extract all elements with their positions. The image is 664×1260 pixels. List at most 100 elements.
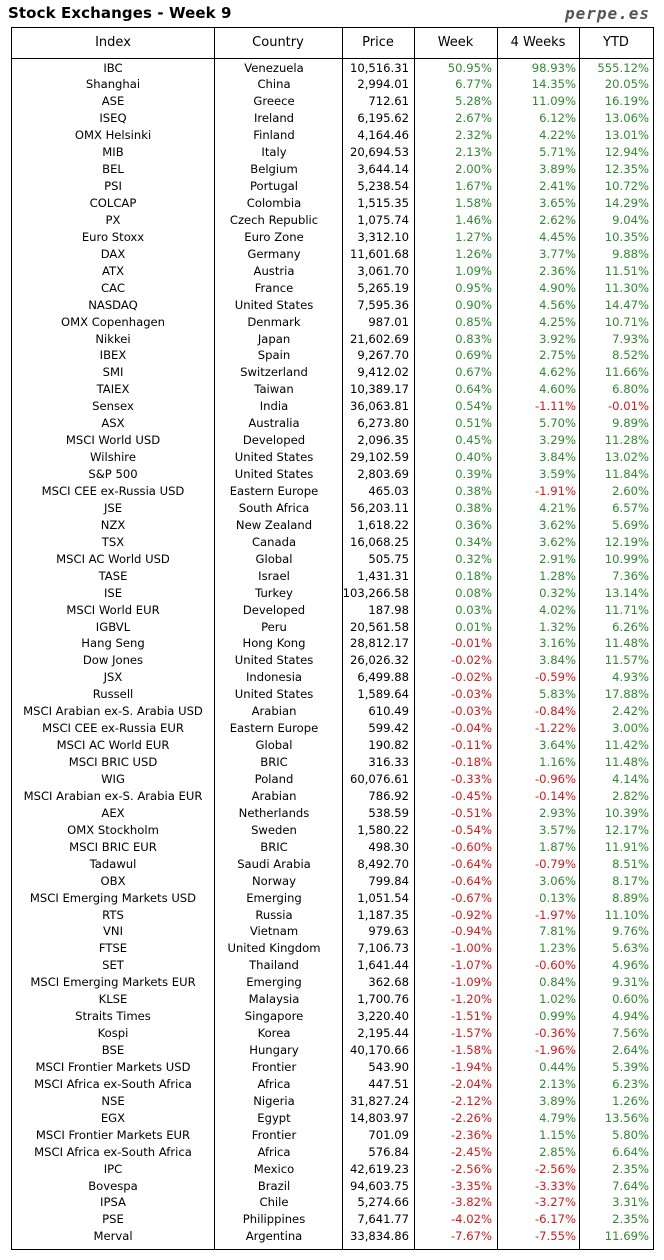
- price-cell: 1,051.54: [357, 890, 409, 905]
- index-cell: CAC: [101, 280, 125, 295]
- 4weeks-cell: 0.13%: [539, 890, 576, 905]
- price-cell: 3,220.40: [357, 1009, 409, 1024]
- price-cell: 1,618.22: [357, 517, 409, 532]
- ytd-cell: 7.64%: [612, 1178, 649, 1193]
- country-cell: Peru: [261, 619, 287, 634]
- table-row: S&P 500 United States 2,803.69 0.39% 3.59% 11…: [12, 466, 653, 483]
- table-row: TSX Canada 16,068.25 0.34% 3.62% 12.19%: [12, 534, 653, 551]
- col-header-week: Week: [437, 35, 474, 50]
- index-cell: IBC: [103, 60, 123, 75]
- week-cell: 2.00%: [455, 162, 492, 177]
- price-cell: 1,075.74: [357, 212, 409, 227]
- country-cell: Russia: [255, 907, 293, 922]
- 4weeks-cell: 1.28%: [539, 568, 576, 583]
- index-cell: Russell: [92, 687, 134, 702]
- index-cell: MSCI AC World EUR: [56, 738, 170, 753]
- country-cell: Africa: [257, 1144, 291, 1159]
- price-cell: 576.84: [368, 1144, 409, 1159]
- country-cell: Africa: [257, 1076, 291, 1091]
- price-cell: 316.33: [368, 755, 409, 770]
- country-cell: Sweden: [251, 822, 297, 837]
- ytd-cell: 11.57%: [604, 653, 649, 668]
- index-cell: ATX: [101, 263, 125, 278]
- table-row: MSCI World USD Developed 2,096.35 0.45% 3.29…: [12, 432, 653, 449]
- 4weeks-cell: -1.97%: [534, 907, 576, 922]
- week-cell: 0.38%: [455, 500, 492, 515]
- 4weeks-cell: 4.56%: [539, 297, 576, 312]
- ytd-cell: 10.35%: [604, 229, 649, 244]
- index-cell: MSCI World USD: [65, 433, 161, 448]
- country-cell: India: [259, 399, 289, 414]
- table-row: JSX Indonesia 6,499.88 -0.02% -0.59% 4.93%: [12, 669, 653, 686]
- 4weeks-cell: 3.06%: [539, 873, 576, 888]
- table-row: IPC Mexico 42,619.23 -2.56% -2.56% 2.35%: [12, 1161, 653, 1178]
- price-cell: 2,096.35: [357, 433, 409, 448]
- country-cell: Chile: [259, 1195, 289, 1210]
- week-cell: 0.45%: [455, 433, 492, 448]
- price-cell: 465.03: [368, 484, 409, 498]
- ytd-cell: 8.17%: [612, 873, 649, 888]
- 4weeks-cell: -0.36%: [534, 1026, 576, 1041]
- col-header-ytd: YTD: [603, 35, 629, 50]
- 4weeks-cell: 3.89%: [539, 1093, 576, 1108]
- week-cell: 2.32%: [455, 128, 492, 143]
- ytd-cell: 10.72%: [604, 179, 649, 194]
- ytd-cell: 9.76%: [612, 924, 649, 939]
- 4weeks-cell: -0.14%: [534, 788, 576, 803]
- index-cell: COLCAP: [89, 196, 137, 211]
- week-cell: -0.11%: [450, 738, 492, 753]
- price-cell: 9,267.70: [357, 348, 409, 363]
- 4weeks-cell: 2.93%: [539, 805, 576, 820]
- ytd-cell: 2.60%: [612, 484, 649, 498]
- table-row: IPSA Chile 5,274.66 -3.82% -3.27% 3.31%: [12, 1194, 653, 1211]
- index-cell: NSE: [101, 1093, 125, 1108]
- index-cell: MIB: [102, 145, 124, 160]
- 4weeks-cell: -3.33%: [534, 1178, 576, 1193]
- price-cell: 29,102.59: [349, 450, 409, 465]
- price-cell: 7,106.73: [357, 941, 409, 956]
- ytd-cell: 13.02%: [604, 450, 649, 465]
- country-cell: Spain: [257, 348, 291, 363]
- price-cell: 10,516.31: [349, 60, 409, 75]
- 4weeks-cell: 5.71%: [539, 145, 576, 160]
- week-cell: 6.77%: [455, 77, 492, 92]
- ytd-cell: 2.64%: [612, 1043, 649, 1058]
- price-cell: 60,076.61: [349, 771, 409, 786]
- price-cell: 21,602.69: [349, 331, 409, 346]
- 4weeks-cell: 1.87%: [539, 839, 576, 854]
- week-cell: 1.27%: [455, 229, 492, 244]
- country-cell: United States: [234, 653, 314, 668]
- index-cell: TSX: [101, 534, 125, 549]
- country-cell: Eastern Europe: [229, 484, 319, 498]
- country-cell: Developed: [242, 433, 306, 448]
- country-cell: Turkey: [255, 585, 293, 600]
- table-row: AEX Netherlands 538.59 -0.51% 2.93% 10.39%: [12, 805, 653, 822]
- table-row: SMI Switzerland 9,412.02 0.67% 4.62% 11.66%: [12, 364, 653, 381]
- ytd-cell: 8.51%: [612, 856, 649, 871]
- index-cell: Bovespa: [88, 1178, 138, 1193]
- 4weeks-cell: 1.23%: [539, 941, 576, 956]
- ytd-cell: 6.80%: [612, 382, 649, 397]
- table-row: OMX Copenhagen Denmark 987.01 0.85% 4.25% 10.…: [12, 314, 653, 331]
- country-cell: Portugal: [249, 179, 299, 194]
- index-cell: Nikkei: [95, 331, 131, 346]
- 4weeks-cell: -0.60%: [534, 958, 576, 973]
- index-cell: ISE: [103, 585, 123, 600]
- table-row: NASDAQ United States 7,595.36 0.90% 4.56% 14.…: [12, 297, 653, 314]
- index-cell: TAIEX: [96, 382, 130, 397]
- price-cell: 4,164.46: [357, 128, 409, 143]
- table-row: MSCI AC World EUR Global 190.82 -0.11% 3.64%…: [12, 737, 653, 754]
- index-cell: Tadawul: [89, 856, 137, 871]
- ytd-cell: 6.57%: [612, 500, 649, 515]
- index-cell: Sensex: [92, 399, 134, 414]
- column-divider: [497, 28, 498, 1249]
- price-cell: 10,389.17: [349, 382, 409, 397]
- country-cell: BRIC: [260, 839, 288, 854]
- index-cell: PSE: [102, 1212, 124, 1227]
- index-cell: KLSE: [98, 992, 128, 1007]
- week-cell: 0.01%: [455, 619, 492, 634]
- price-cell: 786.92: [368, 788, 409, 803]
- index-cell: ISEQ: [99, 111, 127, 126]
- ytd-cell: 0.60%: [612, 992, 649, 1007]
- table-row: Dow Jones United States 26,026.32 -0.02% 3.8…: [12, 652, 653, 669]
